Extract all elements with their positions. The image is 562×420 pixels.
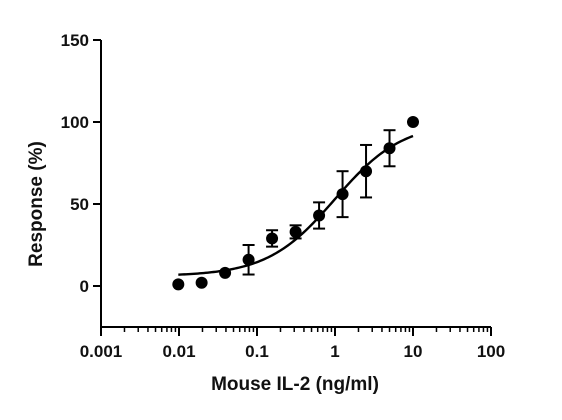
data-points	[172, 116, 419, 291]
y-tick-label: 150	[61, 31, 89, 50]
x-tick-label: 1	[330, 342, 339, 361]
data-point	[195, 276, 208, 289]
data-point	[383, 142, 396, 155]
y-axis-title: Response (%)	[26, 141, 47, 267]
y-tick-label: 100	[61, 113, 89, 132]
y-tick-label: 0	[80, 277, 89, 296]
data-point	[266, 232, 279, 245]
data-point	[289, 225, 302, 238]
data-point	[336, 188, 349, 201]
axes	[93, 39, 492, 336]
x-tick-label: 0.1	[245, 342, 269, 361]
x-tick-label: 10	[404, 342, 423, 361]
data-point	[360, 165, 373, 178]
fit-curve-group	[178, 134, 414, 276]
data-point	[219, 266, 232, 279]
x-axis-title: Mouse IL-2 (ng/ml)	[211, 374, 379, 395]
data-point	[313, 209, 326, 222]
y-tick-label: 50	[70, 195, 89, 214]
fit-curve	[178, 134, 414, 276]
x-tick-label: 100	[477, 342, 505, 361]
data-point	[242, 253, 255, 266]
error-bars	[242, 129, 396, 276]
x-tick-label: 0.001	[80, 342, 123, 361]
x-tick-label: 0.01	[162, 342, 195, 361]
data-point	[407, 116, 419, 128]
tick-labels: 0 50 100 150 0.001 0.01 0.1 1 10 100	[61, 31, 506, 361]
data-point	[172, 278, 185, 291]
